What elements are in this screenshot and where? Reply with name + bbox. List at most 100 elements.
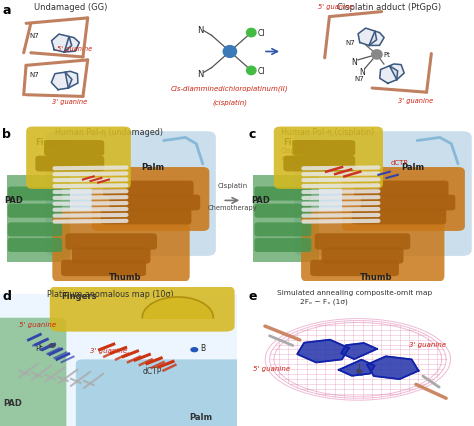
Text: e: e	[249, 290, 257, 302]
Text: N7: N7	[29, 33, 39, 39]
FancyBboxPatch shape	[294, 132, 472, 256]
Circle shape	[246, 67, 256, 75]
Text: 3' guanine: 3' guanine	[398, 98, 433, 104]
Text: Human Pol-η (cisplatin): Human Pol-η (cisplatin)	[281, 128, 374, 137]
FancyBboxPatch shape	[310, 260, 399, 276]
FancyBboxPatch shape	[0, 318, 66, 426]
FancyBboxPatch shape	[91, 168, 210, 231]
Text: Human Pol-η (undamaged): Human Pol-η (undamaged)	[55, 128, 163, 137]
Circle shape	[246, 29, 256, 37]
Text: Pt: Pt	[355, 368, 363, 377]
Polygon shape	[369, 32, 384, 46]
Text: dCTP: dCTP	[142, 366, 162, 375]
Text: b: b	[2, 128, 11, 141]
Circle shape	[223, 46, 237, 58]
Text: Chemotherapy: Chemotherapy	[208, 204, 257, 210]
FancyBboxPatch shape	[76, 360, 244, 426]
Polygon shape	[390, 65, 404, 81]
FancyBboxPatch shape	[103, 181, 193, 197]
FancyBboxPatch shape	[0, 294, 237, 426]
Text: 5' guanine: 5' guanine	[19, 321, 56, 327]
FancyBboxPatch shape	[8, 187, 62, 201]
Text: Palm: Palm	[401, 162, 424, 171]
FancyBboxPatch shape	[283, 156, 355, 172]
Text: Cisplatin: Cisplatin	[217, 182, 247, 188]
Text: Cl: Cl	[257, 67, 265, 76]
Text: Fingers: Fingers	[35, 137, 70, 146]
Text: N: N	[352, 58, 357, 66]
Polygon shape	[339, 360, 374, 376]
Polygon shape	[367, 357, 419, 379]
Text: Cisplatin adduct (PtGpG): Cisplatin adduct (PtGpG)	[337, 3, 441, 12]
Text: PAD: PAD	[4, 196, 23, 205]
Text: 5' guanine: 5' guanine	[57, 46, 92, 52]
FancyBboxPatch shape	[26, 127, 131, 190]
FancyBboxPatch shape	[50, 286, 235, 332]
Polygon shape	[341, 343, 377, 359]
Text: B: B	[200, 343, 205, 353]
Polygon shape	[51, 73, 72, 90]
FancyBboxPatch shape	[255, 204, 311, 218]
Text: N: N	[198, 26, 204, 35]
Text: 5' guanine: 5' guanine	[253, 366, 291, 371]
Text: N: N	[198, 70, 204, 79]
Text: N7: N7	[345, 40, 355, 46]
Text: 3' guanine: 3' guanine	[52, 99, 87, 105]
Text: N7: N7	[355, 76, 365, 82]
FancyBboxPatch shape	[46, 132, 216, 256]
FancyBboxPatch shape	[255, 187, 311, 201]
Circle shape	[372, 51, 382, 60]
Text: Undamaged (GG): Undamaged (GG)	[35, 3, 108, 12]
FancyBboxPatch shape	[8, 239, 62, 252]
Text: PAD: PAD	[4, 398, 22, 407]
Polygon shape	[358, 29, 377, 46]
FancyBboxPatch shape	[65, 234, 157, 250]
Circle shape	[49, 344, 55, 347]
Text: c: c	[249, 128, 256, 141]
Text: Fingers: Fingers	[62, 292, 97, 301]
Text: Palm: Palm	[142, 162, 165, 171]
Text: Cis-diamminedichloroplatinum(II): Cis-diamminedichloroplatinum(II)	[171, 85, 289, 92]
Text: PAD: PAD	[251, 196, 270, 205]
FancyBboxPatch shape	[361, 195, 456, 211]
Text: Pt: Pt	[383, 52, 390, 58]
Text: 3' guanine: 3' guanine	[409, 341, 446, 347]
Text: Simulated annealing composite-omit map: Simulated annealing composite-omit map	[277, 290, 432, 296]
Text: Thumb: Thumb	[360, 273, 393, 282]
Text: dCTP: dCTP	[391, 160, 409, 166]
Text: 3' guanine: 3' guanine	[90, 348, 127, 354]
Text: Pt: Pt	[36, 343, 43, 352]
Text: Platinum anomalous map (10σ): Platinum anomalous map (10σ)	[47, 290, 174, 299]
Circle shape	[357, 370, 361, 372]
Polygon shape	[297, 340, 349, 363]
Text: (cisplatin): (cisplatin)	[212, 99, 247, 105]
FancyBboxPatch shape	[315, 234, 410, 250]
FancyBboxPatch shape	[61, 260, 146, 276]
FancyBboxPatch shape	[352, 209, 446, 225]
Text: N7: N7	[29, 72, 39, 78]
FancyBboxPatch shape	[72, 248, 150, 264]
FancyBboxPatch shape	[321, 248, 403, 264]
Polygon shape	[64, 37, 79, 53]
FancyBboxPatch shape	[274, 127, 383, 190]
FancyBboxPatch shape	[36, 156, 104, 172]
Text: Thumb: Thumb	[109, 273, 142, 282]
FancyBboxPatch shape	[301, 211, 445, 283]
Text: Cl: Cl	[257, 29, 265, 38]
Polygon shape	[65, 72, 78, 89]
FancyBboxPatch shape	[255, 239, 311, 252]
Text: N: N	[359, 68, 365, 77]
FancyBboxPatch shape	[354, 181, 448, 197]
Text: a: a	[2, 4, 11, 17]
FancyBboxPatch shape	[8, 223, 62, 237]
FancyBboxPatch shape	[101, 209, 191, 225]
Polygon shape	[52, 35, 72, 53]
Text: Palm: Palm	[190, 412, 213, 421]
Polygon shape	[380, 66, 398, 84]
Text: Fingers: Fingers	[283, 137, 319, 146]
FancyBboxPatch shape	[255, 223, 311, 237]
Text: 2Fₒ − Fₓ (1σ): 2Fₒ − Fₓ (1σ)	[300, 298, 348, 305]
FancyBboxPatch shape	[44, 141, 104, 156]
Polygon shape	[253, 176, 319, 262]
FancyBboxPatch shape	[52, 211, 190, 283]
